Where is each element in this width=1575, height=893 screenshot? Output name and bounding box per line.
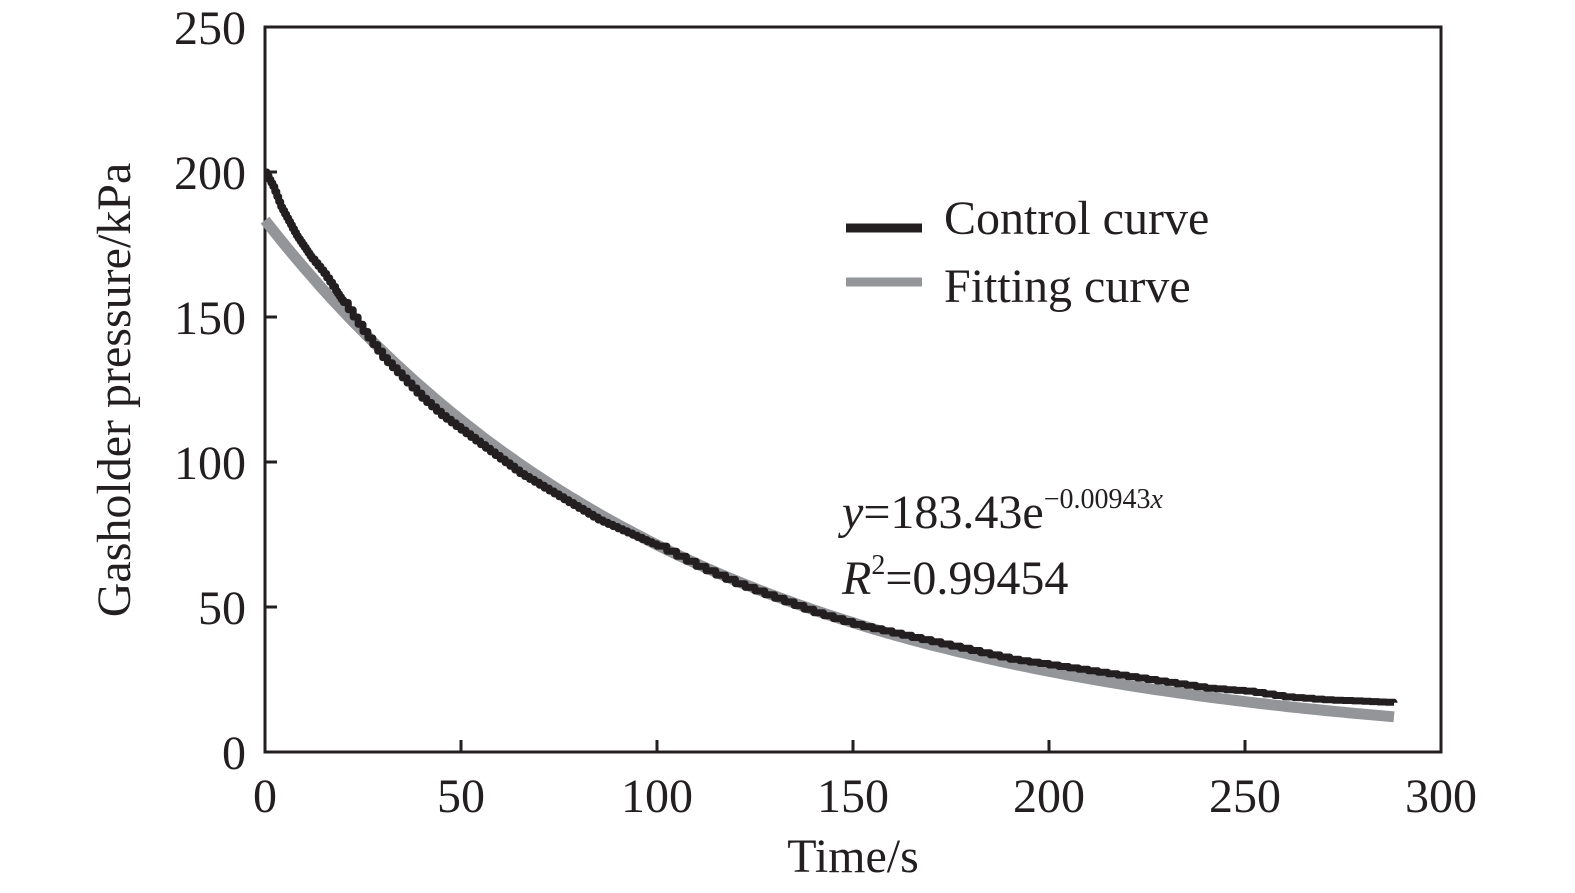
x-tick-label: 100 bbox=[621, 770, 693, 823]
x-axis-title: Time/s bbox=[787, 830, 919, 883]
x-tick-label: 300 bbox=[1405, 770, 1477, 823]
x-tick-label: 150 bbox=[817, 770, 889, 823]
equation-y-var: y bbox=[837, 486, 864, 539]
y-axis-title: Gasholder pressure/kPa bbox=[88, 163, 141, 618]
plot-frame bbox=[263, 25, 1443, 754]
r-squared: R2=0.99454 bbox=[841, 550, 1068, 605]
x-axis-ticks: 0 50 100 150 200 250 300 bbox=[253, 740, 1477, 823]
legend: Control curve Fitting curve bbox=[846, 192, 1209, 313]
y-tick-label: 250 bbox=[174, 2, 246, 55]
x-tick-label: 50 bbox=[437, 770, 485, 823]
y-tick-label: 0 bbox=[222, 727, 246, 780]
x-tick-label: 0 bbox=[253, 770, 277, 823]
r2-superscript: 2 bbox=[871, 550, 885, 581]
control-curve-line bbox=[263, 168, 1398, 706]
x-tick-label: 200 bbox=[1013, 770, 1085, 823]
r2-symbol: R bbox=[841, 552, 871, 605]
equation-exponent: −0.00943 bbox=[1044, 484, 1151, 515]
fit-equation: y=183.43e−0.00943x bbox=[837, 484, 1163, 539]
fitting-curve-line bbox=[260, 216, 1395, 723]
y-tick-label: 200 bbox=[174, 147, 246, 200]
r2-value: =0.99454 bbox=[885, 552, 1068, 605]
y-tick-label: 100 bbox=[174, 437, 246, 490]
legend-label-fitting: Fitting curve bbox=[944, 260, 1191, 313]
y-axis-ticks: 0 50 100 150 200 250 bbox=[174, 2, 277, 780]
series-layer bbox=[260, 168, 1398, 723]
equation-exponent-var: x bbox=[1149, 484, 1163, 515]
x-tick-label: 250 bbox=[1209, 770, 1281, 823]
y-tick-label: 150 bbox=[174, 292, 246, 345]
equation-body: =183.43e bbox=[863, 486, 1043, 539]
legend-label-control: Control curve bbox=[944, 192, 1209, 245]
y-tick-label: 50 bbox=[198, 582, 246, 635]
